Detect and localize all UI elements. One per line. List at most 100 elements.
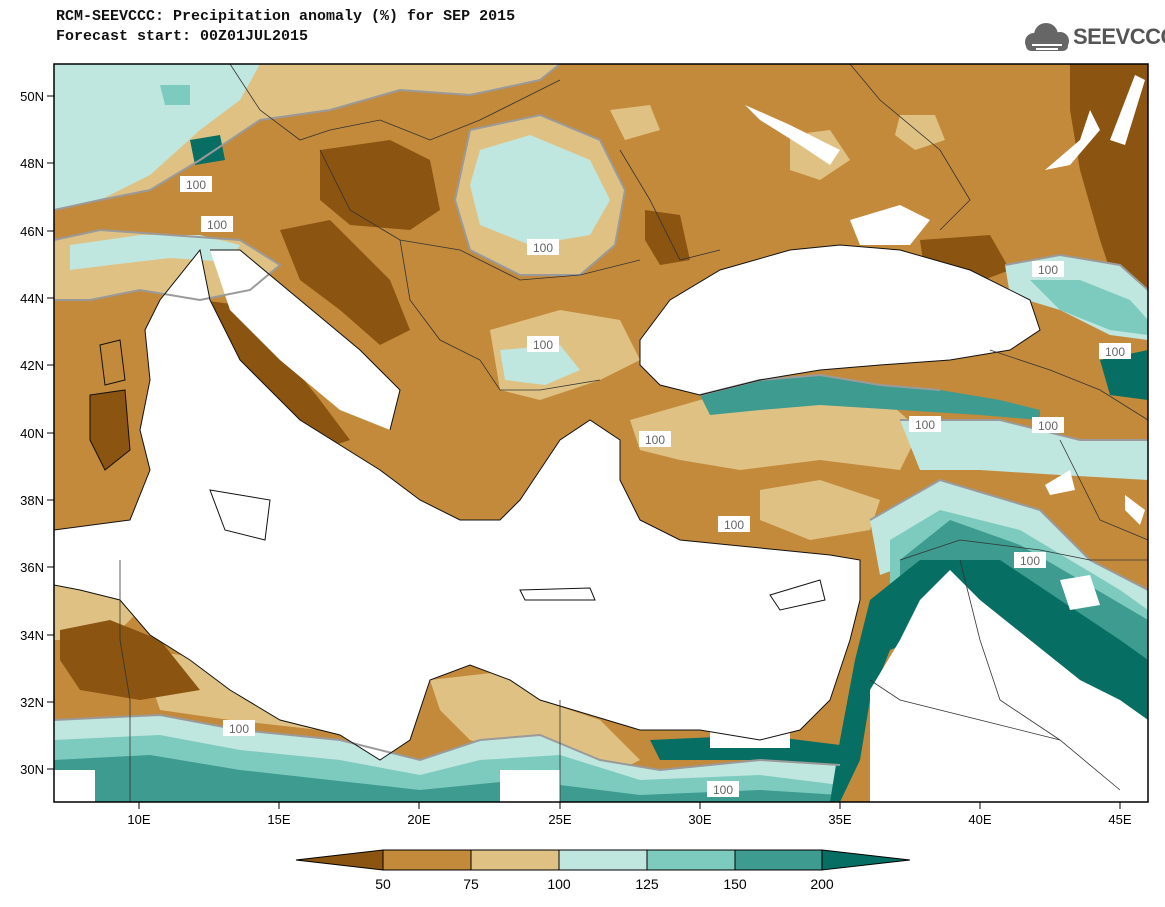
- colorbar-labels: 50 75 100 125 150 200: [375, 876, 834, 892]
- contour-label-100: 100: [707, 781, 739, 797]
- svg-text:100: 100: [207, 218, 227, 232]
- lon-tick-label: 40E: [968, 812, 991, 827]
- lon-tick-label: 35E: [828, 812, 851, 827]
- forecast-start-subtitle: Forecast start: 00Z01JUL2015: [56, 28, 309, 45]
- colorbar: [295, 849, 911, 871]
- colorbar-swatch-above-200: [821, 849, 911, 871]
- lat-tick-label: 50N: [20, 89, 44, 104]
- colorbar-swatch-100-125: [558, 849, 648, 871]
- seevccc-logo-text: SEEVCCC: [1073, 24, 1165, 49]
- desert-mask-libya: [54, 770, 95, 802]
- lat-axis: 30N 32N 34N 36N 38N 40N 42N 44N 46N 48N …: [20, 89, 54, 777]
- desert-mask-arabia: [870, 570, 1148, 802]
- ice-patch-east: [1110, 75, 1145, 145]
- field-below-50-moldova: [645, 210, 690, 265]
- field-below-50-sardinia: [90, 390, 130, 470]
- colorbar-swatch-75-100: [470, 849, 560, 871]
- lat-tick-label: 44N: [20, 291, 44, 306]
- field-100-125-balkan: [500, 345, 580, 385]
- contour-label-100: 100: [223, 720, 255, 736]
- colorbar-label: 75: [463, 876, 479, 892]
- contour-label-100: 100: [1032, 261, 1064, 277]
- colorbar-swatch-below-50: [295, 849, 384, 871]
- desert-mask-egypt: [500, 770, 560, 802]
- svg-text:100: 100: [1105, 345, 1125, 359]
- sea-mask-mediterranean: [54, 250, 860, 760]
- lon-tick-label: 15E: [267, 812, 290, 827]
- field-below-50-pannonia: [320, 140, 440, 230]
- colorbar-label: 100: [547, 876, 571, 892]
- colorbar-swatch-150-200: [734, 849, 823, 871]
- svg-text:100: 100: [724, 518, 744, 532]
- cloud-icon: [1025, 23, 1069, 51]
- field-100-125-alps: [70, 235, 240, 270]
- svg-text:100: 100: [533, 338, 553, 352]
- field-75-100-ukraine: [610, 105, 660, 140]
- contour-label-100: 100: [718, 516, 750, 532]
- lon-tick-label: 45E: [1108, 812, 1131, 827]
- colorbar-label: 150: [723, 876, 747, 892]
- lat-tick-label: 36N: [20, 560, 44, 575]
- lat-tick-label: 32N: [20, 695, 44, 710]
- map-title: RCM-SEEVCCC: Precipitation anomaly (%) f…: [56, 8, 516, 25]
- colorbar-label: 200: [810, 876, 834, 892]
- field-100-125-west: [54, 64, 260, 210]
- lat-tick-label: 40N: [20, 426, 44, 441]
- lat-tick-label: 34N: [20, 628, 44, 643]
- svg-text:100: 100: [645, 433, 665, 447]
- ice-patch-russia: [1045, 110, 1100, 170]
- field-above-200-levant: [830, 560, 1148, 802]
- svg-text:100: 100: [1020, 554, 1040, 568]
- lat-tick-label: 46N: [20, 224, 44, 239]
- country-borders: [119, 64, 1148, 802]
- field-above-200-caucasus: [1100, 350, 1148, 400]
- sea-mask-sicily-gap: [170, 495, 270, 545]
- field-below-50-dinaric: [280, 220, 410, 345]
- lat-tick-label: 30N: [20, 762, 44, 777]
- lat-tick-label: 42N: [20, 358, 44, 373]
- lon-tick-label: 20E: [407, 812, 430, 827]
- anomaly-field: [54, 64, 1148, 802]
- lon-tick-label: 10E: [127, 812, 150, 827]
- field-125-150-caucasus: [1030, 280, 1148, 335]
- svg-text:100: 100: [713, 783, 733, 797]
- field-150-200-coast-turkey: [700, 375, 1040, 420]
- sea-mask-black-sea: [640, 245, 1040, 395]
- desert-mask-iraq: [1060, 575, 1100, 610]
- lon-tick-label: 25E: [548, 812, 571, 827]
- svg-text:100: 100: [915, 418, 935, 432]
- lon-tick-label: 30E: [688, 812, 711, 827]
- contour-labels: 100 100 100 100 100 100 100 100 100 100 …: [180, 176, 1131, 797]
- sea-mask-adriatic: [210, 250, 400, 430]
- contour-label-100: 100: [527, 336, 559, 352]
- svg-text:100: 100: [1038, 419, 1058, 433]
- colorbar-label: 50: [375, 876, 391, 892]
- field-100-125-east-turkey: [900, 420, 1148, 480]
- contour-label-100: 100: [1032, 417, 1064, 433]
- sea-mask-azov: [850, 205, 930, 245]
- svg-text:100: 100: [533, 241, 553, 255]
- field-150-200-africa: [54, 755, 840, 802]
- lon-axis: 10E 15E 20E 25E 30E 35E 40E 45E: [127, 802, 1132, 827]
- contour-label-100: 100: [201, 216, 233, 232]
- field-75-100-ukraine3: [895, 115, 945, 150]
- contour-label-100: 100: [909, 416, 941, 432]
- lat-tick-label: 38N: [20, 493, 44, 508]
- svg-text:100: 100: [1038, 263, 1058, 277]
- svg-text:100: 100: [229, 722, 249, 736]
- field-75-100-anatolia2: [760, 480, 880, 540]
- contour-label-100: 100: [527, 239, 559, 255]
- colorbar-swatch-125-150: [646, 849, 736, 871]
- contour-100-lines: [54, 64, 1148, 772]
- contour-label-100: 100: [1099, 343, 1131, 359]
- field-100-125-carpathian: [470, 135, 610, 245]
- colorbar-label: 125: [635, 876, 659, 892]
- field-below-50-italy: [200, 300, 350, 450]
- ice-patch-ukraine: [745, 105, 840, 165]
- colorbar-swatch-50-75: [382, 849, 472, 871]
- ice-patch-turkey: [1045, 470, 1075, 495]
- contour-label-100: 100: [639, 431, 671, 447]
- contour-label-100: 100: [180, 176, 212, 192]
- field-below-50-tunisia: [60, 620, 200, 700]
